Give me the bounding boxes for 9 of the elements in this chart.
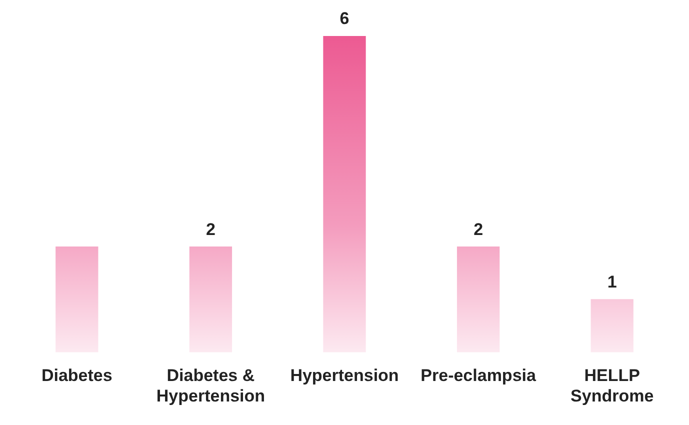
x-tick-label: Diabetes: [41, 366, 112, 386]
data-label: 2: [474, 220, 484, 239]
data-label: 6: [340, 9, 350, 28]
x-tick-label: Pre-eclampsia: [420, 366, 536, 386]
data-label: 2: [206, 220, 216, 239]
x-tick-label: HELLP Syndrome: [570, 366, 654, 406]
x-tick-label: Diabetes & Hypertension: [156, 366, 266, 406]
data-label: 1: [607, 272, 617, 292]
x-tick-label: Hypertension: [290, 366, 399, 386]
